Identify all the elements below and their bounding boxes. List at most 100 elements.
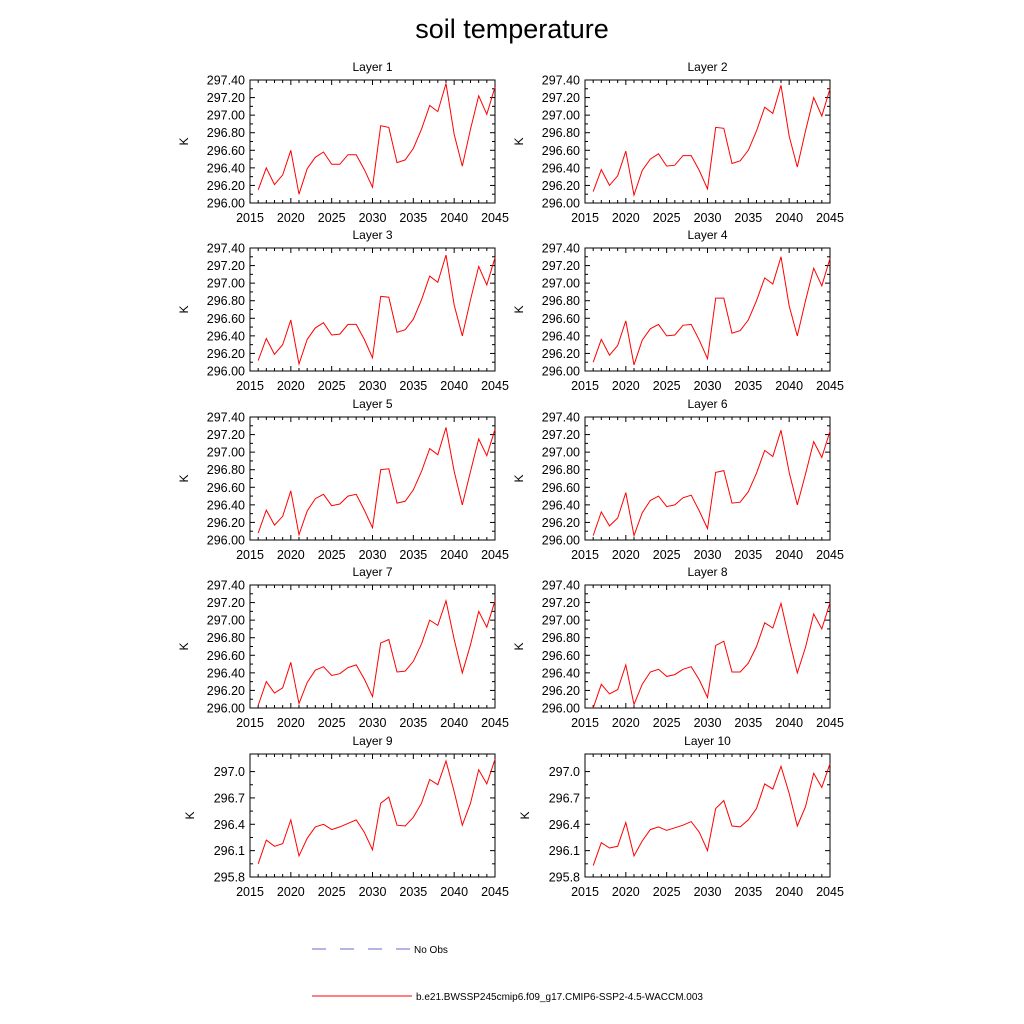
y-tick-label: 296.80 — [207, 294, 245, 308]
y-tick-label: 297.40 — [207, 242, 245, 256]
plot-frame — [584, 79, 831, 204]
y-tick-label: 296.00 — [542, 702, 580, 716]
x-tick-label: 2040 — [440, 548, 468, 562]
series-line — [257, 427, 496, 537]
x-tick-label: 2025 — [653, 548, 681, 562]
y-tick-label: 296.40 — [207, 666, 245, 680]
x-tick-label: 2020 — [277, 211, 305, 225]
x-tick-label: 2045 — [481, 885, 509, 899]
x-tick-label: 2030 — [694, 716, 722, 730]
x-tick-label: 2045 — [481, 716, 509, 730]
x-tick-label: 2045 — [816, 211, 844, 225]
y-axis-label: K — [512, 642, 526, 650]
y-tick-label: 297.00 — [207, 614, 245, 628]
panel-title: Layer 10 — [684, 734, 731, 748]
y-tick-label: 296.20 — [207, 516, 245, 530]
x-tick-label: 2035 — [399, 716, 427, 730]
y-tick-label: 296.60 — [207, 649, 245, 663]
x-tick-label: 2015 — [571, 548, 599, 562]
plot-frame — [249, 416, 496, 541]
y-axis-label: K — [512, 305, 526, 313]
x-tick-label: 2045 — [481, 379, 509, 393]
y-tick-label: 296.20 — [207, 347, 245, 361]
y-tick-label: 297.00 — [542, 446, 580, 460]
panel-layer-2: Layer 2 K 2015 2020 2025 2030 2035 2040 2045 296.… — [512, 60, 844, 225]
y-tick-label: 295.8 — [549, 871, 580, 885]
x-tick-label: 2040 — [775, 211, 803, 225]
y-tick-label: 296.40 — [542, 498, 580, 512]
y-tick-label: 296.60 — [542, 649, 580, 663]
x-tick-label: 2025 — [318, 716, 346, 730]
y-tick-label: 296.40 — [542, 161, 580, 175]
panel-title: Layer 7 — [352, 565, 392, 579]
y-tick-label: 296.80 — [207, 126, 245, 140]
y-tick-label: 297.20 — [207, 428, 245, 442]
y-tick-label: 296.1 — [549, 844, 580, 858]
y-axis-label: K — [183, 811, 197, 819]
y-axis-label: K — [177, 474, 191, 482]
y-tick-label: 296.20 — [207, 684, 245, 698]
panel-title: Layer 3 — [352, 228, 392, 242]
panel-layer-8: Layer 8 K 2015 2020 2025 2030 2035 2040 2045 296.… — [512, 565, 844, 730]
series-line — [257, 759, 496, 864]
y-axis-label: K — [512, 474, 526, 482]
x-tick-label: 2015 — [571, 716, 599, 730]
y-tick-label: 297.40 — [207, 74, 245, 88]
x-tick-label: 2035 — [399, 379, 427, 393]
x-tick-label: 2030 — [359, 548, 387, 562]
panel-title: Layer 6 — [687, 397, 727, 411]
y-tick-label: 296.60 — [207, 481, 245, 495]
y-tick-label: 296.20 — [207, 179, 245, 193]
y-tick-label: 296.1 — [214, 844, 245, 858]
x-tick-label: 2030 — [694, 211, 722, 225]
plot-frame — [584, 247, 831, 372]
panel-title: Layer 5 — [352, 397, 392, 411]
y-tick-label: 296.60 — [542, 481, 580, 495]
x-tick-label: 2015 — [571, 211, 599, 225]
x-tick-label: 2040 — [440, 885, 468, 899]
x-tick-label: 2040 — [775, 548, 803, 562]
y-tick-label: 296.60 — [207, 144, 245, 158]
x-tick-label: 2015 — [236, 211, 264, 225]
y-tick-label: 296.00 — [207, 197, 245, 211]
x-tick-label: 2030 — [694, 885, 722, 899]
x-tick-label: 2035 — [399, 885, 427, 899]
x-tick-label: 2025 — [318, 379, 346, 393]
series-line — [592, 601, 831, 709]
x-tick-label: 2020 — [277, 379, 305, 393]
y-tick-label: 296.80 — [542, 294, 580, 308]
y-tick-label: 296.20 — [542, 684, 580, 698]
y-tick-label: 297.0 — [549, 765, 580, 779]
x-tick-label: 2045 — [816, 716, 844, 730]
x-tick-label: 2045 — [816, 885, 844, 899]
x-tick-label: 2030 — [694, 379, 722, 393]
y-tick-label: 297.40 — [542, 579, 580, 593]
y-tick-label: 296.00 — [207, 534, 245, 548]
y-tick-label: 296.00 — [542, 365, 580, 379]
y-axis-label: K — [177, 137, 191, 145]
x-tick-label: 2020 — [277, 885, 305, 899]
y-tick-label: 297.0 — [214, 765, 245, 779]
x-tick-label: 2025 — [653, 211, 681, 225]
x-tick-label: 2025 — [318, 885, 346, 899]
y-tick-label: 296.00 — [542, 197, 580, 211]
x-tick-label: 2040 — [775, 716, 803, 730]
y-tick-label: 297.40 — [542, 74, 580, 88]
y-tick-label: 296.60 — [542, 312, 580, 326]
x-tick-label: 2025 — [653, 885, 681, 899]
series-line — [257, 254, 496, 366]
x-tick-label: 2025 — [653, 716, 681, 730]
y-tick-label: 296.7 — [549, 791, 580, 805]
x-tick-label: 2015 — [571, 885, 599, 899]
y-tick-label: 296.80 — [542, 463, 580, 477]
y-tick-label: 297.40 — [207, 579, 245, 593]
x-tick-label: 2015 — [571, 379, 599, 393]
y-tick-label: 297.00 — [207, 446, 245, 460]
y-tick-label: 296.80 — [207, 463, 245, 477]
y-tick-label: 297.20 — [207, 259, 245, 273]
chart-title: soil temperature — [415, 14, 609, 44]
x-tick-label: 2030 — [694, 548, 722, 562]
y-tick-label: 297.20 — [542, 259, 580, 273]
x-tick-label: 2045 — [816, 548, 844, 562]
